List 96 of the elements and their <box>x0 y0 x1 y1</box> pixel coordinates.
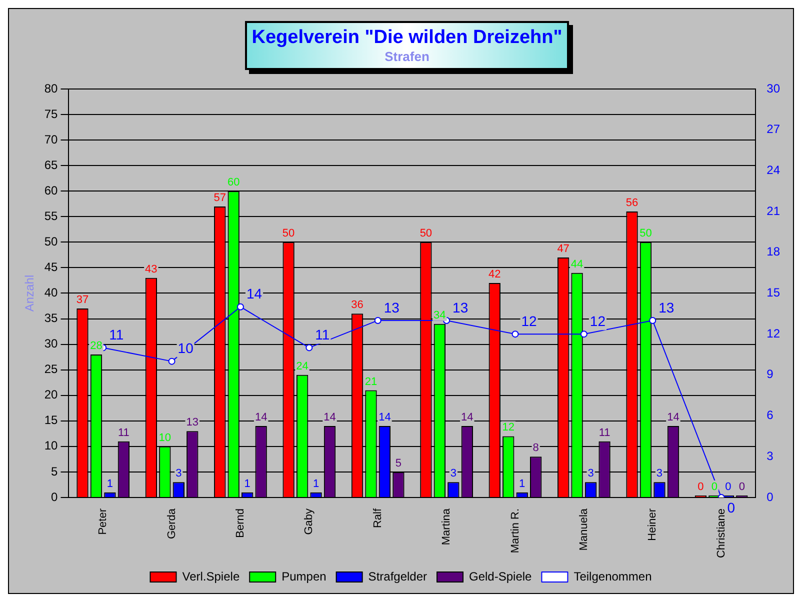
data-label: 50 <box>640 228 652 240</box>
chart-subtitle: Strafen <box>384 49 430 64</box>
data-label: 1 <box>106 478 114 490</box>
data-label: 8 <box>532 442 539 454</box>
data-label: 11 <box>109 326 124 343</box>
data-label: 12 <box>590 312 606 329</box>
y-tick-label: 65 <box>44 158 58 172</box>
data-label: 36 <box>351 299 364 312</box>
x-tick-label: Gerda <box>166 508 178 540</box>
data-label: 56 <box>626 197 638 210</box>
chart-title: Kegelverein "Die wilden Dreizehn" <box>250 27 564 49</box>
x-tick-label: Bernd <box>234 508 247 538</box>
data-label: 0 <box>725 481 732 494</box>
data-label: 3 <box>588 468 594 480</box>
y-tick-label: 80 <box>44 81 58 96</box>
data-label: 12 <box>521 312 538 329</box>
data-label: 57 <box>214 192 226 204</box>
y-tick-label: 10 <box>44 438 58 453</box>
y-axis-title: Anzahl <box>22 274 37 312</box>
legend-label: Geld-Spiele <box>469 569 532 584</box>
legend-label: Verl.Spiele <box>182 569 240 584</box>
data-label: 10 <box>158 432 172 444</box>
y-tick-label: 60 <box>44 183 58 198</box>
y-tick-label: 0 <box>51 490 58 504</box>
data-label: 13 <box>384 299 400 316</box>
x-tick-label: Ralf <box>372 508 384 528</box>
y2-tick-label: 12 <box>766 326 780 340</box>
x-tick-label: Manuela <box>578 508 590 551</box>
y2-tick-label: 3 <box>766 448 774 463</box>
data-label: 21 <box>364 376 378 388</box>
data-label: 11 <box>598 426 610 439</box>
data-label: 3 <box>656 468 663 480</box>
data-label: 37 <box>76 294 89 306</box>
y2-tick-label: 30 <box>766 81 780 96</box>
data-label: 1 <box>519 478 526 490</box>
y-tick-label: 20 <box>44 388 58 402</box>
legend-label: Strafgelder <box>368 569 428 584</box>
y-tick-label: 5 <box>51 464 58 478</box>
x-tick-label: Martin R. <box>509 508 522 554</box>
data-label: 1 <box>244 478 250 490</box>
data-label: 11 <box>118 426 130 439</box>
data-label: 34 <box>434 309 446 322</box>
y-tick-label: 40 <box>44 286 58 300</box>
x-tick-label: Peter <box>97 508 110 535</box>
data-label: 0 <box>711 481 718 494</box>
y-tick-label: 75 <box>44 106 58 121</box>
legend-label: Teilgenommen <box>574 569 652 584</box>
y-tick-label: 25 <box>44 362 58 376</box>
y2-tick-label: 21 <box>766 204 780 218</box>
data-label: 11 <box>315 326 330 343</box>
data-label: 50 <box>420 228 432 240</box>
y-tick-label: 50 <box>44 234 58 248</box>
x-tick-label: Gaby <box>303 508 316 535</box>
x-tick-label: Martina <box>440 508 453 546</box>
data-label: 12 <box>502 422 514 434</box>
data-label: 44 <box>570 258 584 270</box>
data-label: 47 <box>557 243 570 256</box>
data-label: 1 <box>312 478 320 490</box>
y2-tick-label: 18 <box>766 244 780 259</box>
data-label: 3 <box>450 468 456 480</box>
y2-tick-label: 9 <box>766 367 774 382</box>
y-tick-label: 55 <box>44 208 58 223</box>
y-tick-label: 70 <box>44 132 58 146</box>
data-label: 50 <box>282 228 295 240</box>
data-label: 13 <box>186 416 199 429</box>
data-label: 14 <box>378 412 391 424</box>
y2-tick-label: 15 <box>766 286 780 300</box>
data-label: 14 <box>461 412 474 424</box>
y-tick-label: 35 <box>44 311 58 326</box>
data-label: 14 <box>254 412 268 424</box>
y2-tick-label: 6 <box>766 408 774 422</box>
y-tick-label: 30 <box>44 336 58 351</box>
x-tick-label: Christiane <box>715 508 728 558</box>
y-tick-label: 15 <box>44 413 58 428</box>
data-label: 3 <box>176 468 182 480</box>
data-label: 13 <box>658 299 674 316</box>
data-label: 43 <box>145 263 158 276</box>
data-label: 0 <box>698 481 704 494</box>
data-label: 13 <box>452 299 468 316</box>
data-label: 42 <box>488 268 501 281</box>
legend-label: Pumpen <box>282 569 326 584</box>
data-label: 0 <box>738 481 745 494</box>
data-label: 60 <box>227 176 240 189</box>
data-label: 14 <box>324 412 336 424</box>
data-label: 5 <box>395 457 402 470</box>
data-label: 0 <box>727 499 736 516</box>
data-label: 14 <box>246 286 262 302</box>
data-label: 24 <box>296 360 308 372</box>
y-tick-label: 45 <box>44 260 58 274</box>
y2-tick-label: 0 <box>766 490 774 504</box>
y2-tick-label: 24 <box>766 163 780 178</box>
data-label: 14 <box>667 412 680 424</box>
data-label: 28 <box>90 340 102 352</box>
data-label: 10 <box>178 340 194 356</box>
y2-tick-label: 27 <box>766 122 780 136</box>
x-tick-label: Heiner <box>646 508 659 541</box>
